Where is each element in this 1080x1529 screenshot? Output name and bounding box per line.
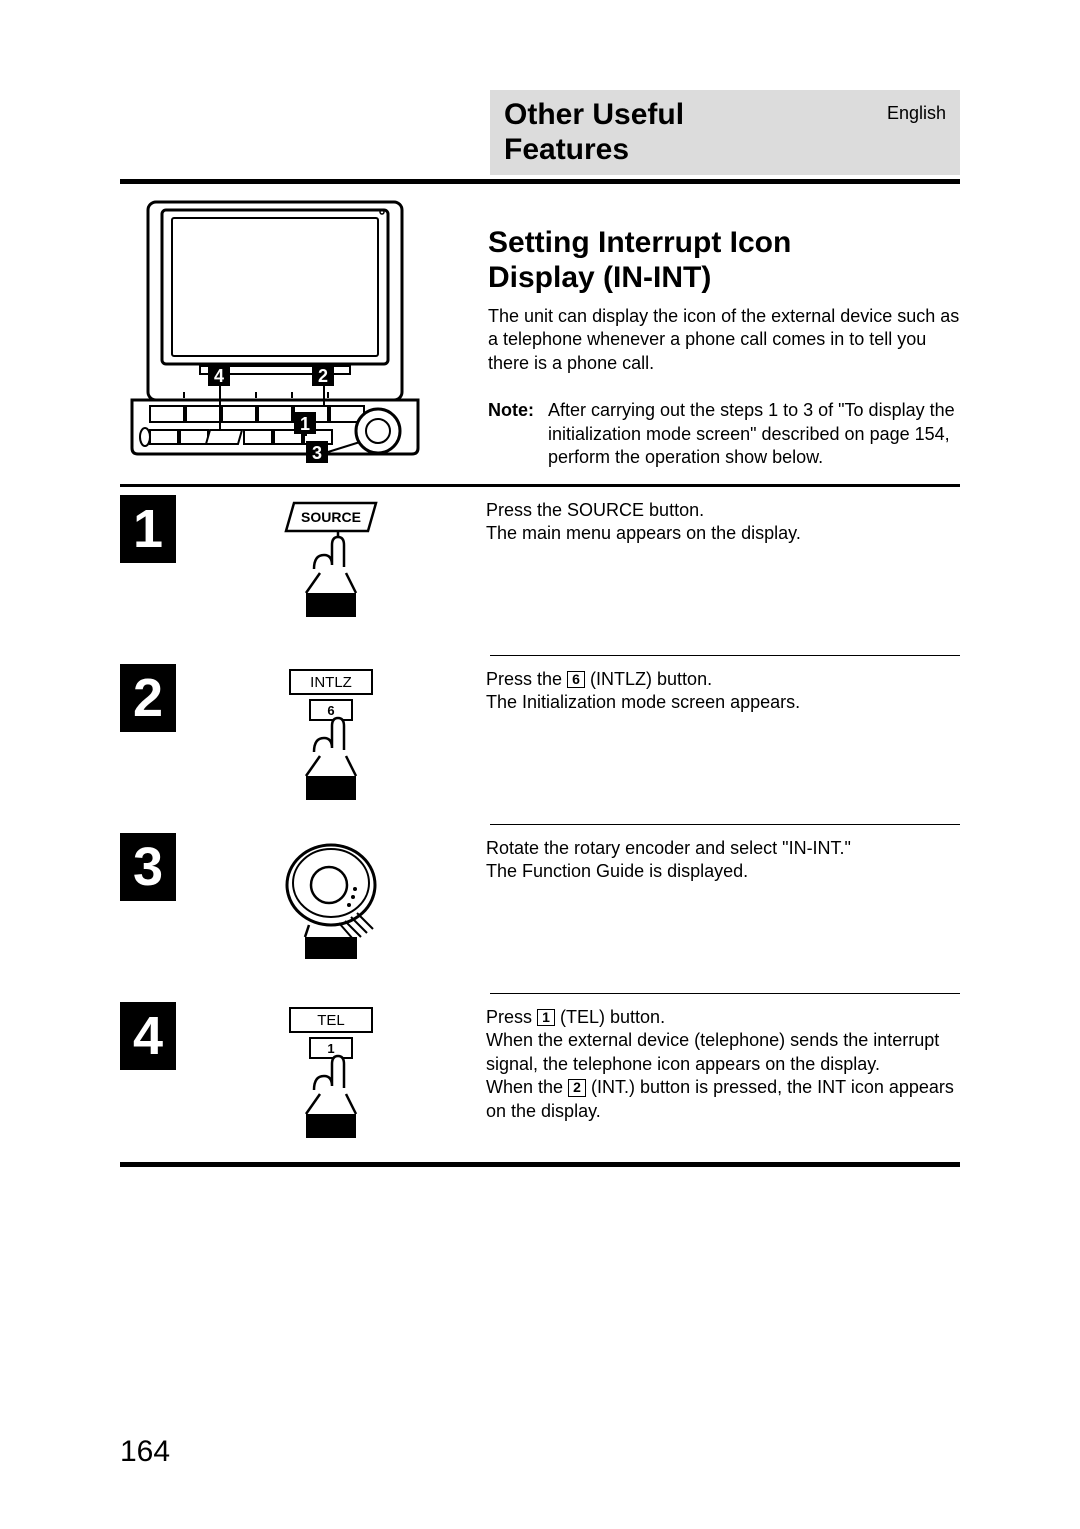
note-text: After carrying out the steps 1 to 3 of "…	[548, 399, 960, 469]
step-text-line: The Initialization mode screen appears.	[486, 691, 960, 714]
step-text-line: The Function Guide is displayed.	[486, 860, 960, 883]
section-heading: Setting Interrupt Icon Display (IN-INT)	[488, 226, 960, 295]
inline-key-6: 6	[567, 671, 585, 688]
svg-text:TEL: TEL	[317, 1012, 345, 1029]
step-text-line: When the external device (telephone) sen…	[486, 1029, 960, 1076]
step-row: 1 SOURCE Press the SOURCE button.The mai…	[120, 487, 960, 647]
manual-page: Other Useful Features English	[0, 0, 1080, 1207]
header-language: English	[887, 98, 946, 124]
svg-text:2: 2	[318, 366, 328, 386]
intro-column: Setting Interrupt Icon Display (IN-INT) …	[488, 196, 960, 469]
step-text-line: Press the 6 (INTLZ) button.	[486, 668, 960, 691]
note-label: Note:	[488, 399, 534, 469]
steps-container: 1 SOURCE Press the SOURCE button.The mai…	[120, 487, 960, 1154]
step-graphic: TEL 1	[176, 1002, 486, 1154]
step-row: 4 TEL 1 Press 1 (TEL) button.When the ex…	[120, 994, 960, 1154]
step-text-line: Press the SOURCE button.	[486, 499, 960, 522]
header-title-line1: Other Useful	[504, 98, 684, 131]
note-block: Note: After carrying out the steps 1 to …	[488, 399, 960, 469]
header-title: Other Useful Features	[504, 98, 684, 167]
svg-text:1: 1	[300, 414, 310, 434]
svg-text:6: 6	[327, 703, 334, 718]
device-diagram: 4 2 1 3	[120, 196, 460, 476]
step-text: Press the SOURCE button.The main menu ap…	[486, 495, 960, 546]
step-graphic: SOURCE	[176, 495, 486, 637]
step-row: 2 INTLZ 6 Press the 6 (INTLZ) button.The…	[120, 656, 960, 816]
section-heading-line1: Setting Interrupt Icon	[488, 226, 791, 259]
page-header: Other Useful Features English	[490, 90, 960, 175]
svg-text:SOURCE: SOURCE	[301, 509, 361, 525]
svg-text:INTLZ: INTLZ	[310, 674, 352, 691]
step-text-line: When the 2 (INT.) button is pressed, the…	[486, 1076, 960, 1123]
step-text-line: The main menu appears on the display.	[486, 522, 960, 545]
step-graphic	[176, 833, 486, 965]
step-number: 4	[120, 1002, 176, 1070]
step-text-line: Press 1 (TEL) button.	[486, 1006, 960, 1029]
svg-text:1: 1	[327, 1041, 334, 1056]
step-text: Rotate the rotary encoder and select "IN…	[486, 833, 960, 884]
header-rule	[120, 179, 960, 184]
step-graphic: INTLZ 6	[176, 664, 486, 816]
intro-area: 4 2 1 3	[120, 196, 960, 476]
step-text: Press 1 (TEL) button.When the external d…	[486, 1002, 960, 1123]
page-number: 164	[120, 1435, 170, 1469]
step-number: 1	[120, 495, 176, 563]
step-number: 2	[120, 664, 176, 732]
svg-text:3: 3	[312, 443, 322, 463]
inline-key-2: 2	[568, 1079, 586, 1096]
device-diagram-svg: 4 2 1 3	[120, 196, 430, 471]
step-text: Press the 6 (INTLZ) button.The Initializ…	[486, 664, 960, 715]
steps-bottom-rule	[120, 1162, 960, 1167]
step-number: 3	[120, 833, 176, 901]
header-title-line2: Features	[504, 133, 629, 166]
header-title-box: Other Useful Features English	[490, 90, 960, 175]
intro-text: The unit can display the icon of the ext…	[488, 305, 960, 375]
section-heading-line2: Display (IN-INT)	[488, 261, 711, 294]
step-row: 3 Rotate the rotary encoder and select "…	[120, 825, 960, 985]
inline-key-1: 1	[537, 1009, 555, 1026]
step-text-line: Rotate the rotary encoder and select "IN…	[486, 837, 960, 860]
svg-text:4: 4	[214, 366, 224, 386]
